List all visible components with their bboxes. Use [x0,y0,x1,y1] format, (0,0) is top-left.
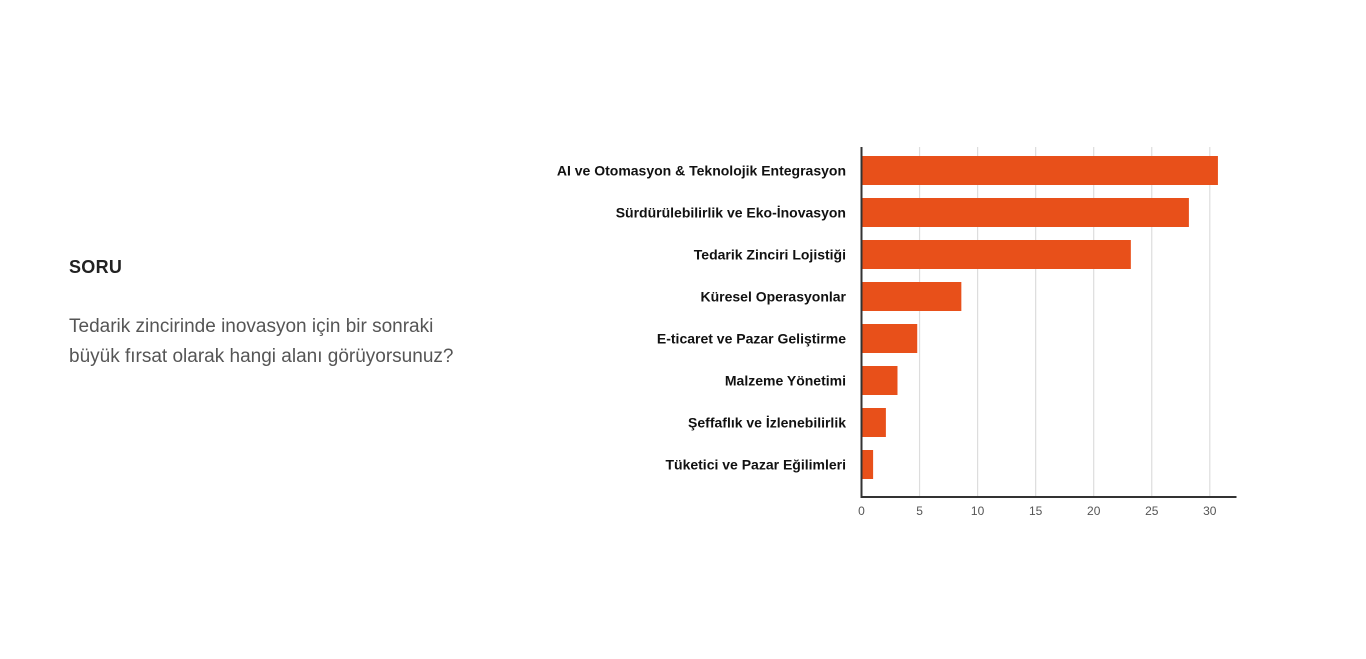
bar [861,156,1218,185]
bar [861,324,918,353]
question-text: Tedarik zincirinde inovasyon için bir so… [69,316,454,367]
bar [861,408,886,437]
category-label: AI ve Otomasyon & Teknolojik Entegrasyon [557,163,846,179]
x-tick-label: 30 [1203,504,1217,518]
category-label: E-ticaret ve Pazar Geliştirme [657,331,846,347]
category-label: Malzeme Yönetimi [725,373,846,389]
category-label: Küresel Operasyonlar [700,289,846,305]
x-tick-label: 5 [916,504,923,518]
bar [861,240,1131,269]
bar [861,450,874,479]
x-tick-label: 15 [1029,504,1043,518]
x-tick-label: 25 [1145,504,1159,518]
x-tick-label: 10 [971,504,985,518]
x-tick-label: 0 [858,504,865,518]
category-label: Şeffaflık ve İzlenebilirlik [688,415,846,431]
bar [861,366,898,395]
category-label: Tedarik Zinciri Lojistiği [694,247,846,263]
category-label: Sürdürülebilirlik ve Eko-İnovasyon [616,205,846,221]
question-label: SORU [69,257,123,277]
bar [861,198,1189,227]
x-tick-label: 20 [1087,504,1101,518]
category-label: Tüketici ve Pazar Eğilimleri [665,457,846,473]
bar [861,282,962,311]
